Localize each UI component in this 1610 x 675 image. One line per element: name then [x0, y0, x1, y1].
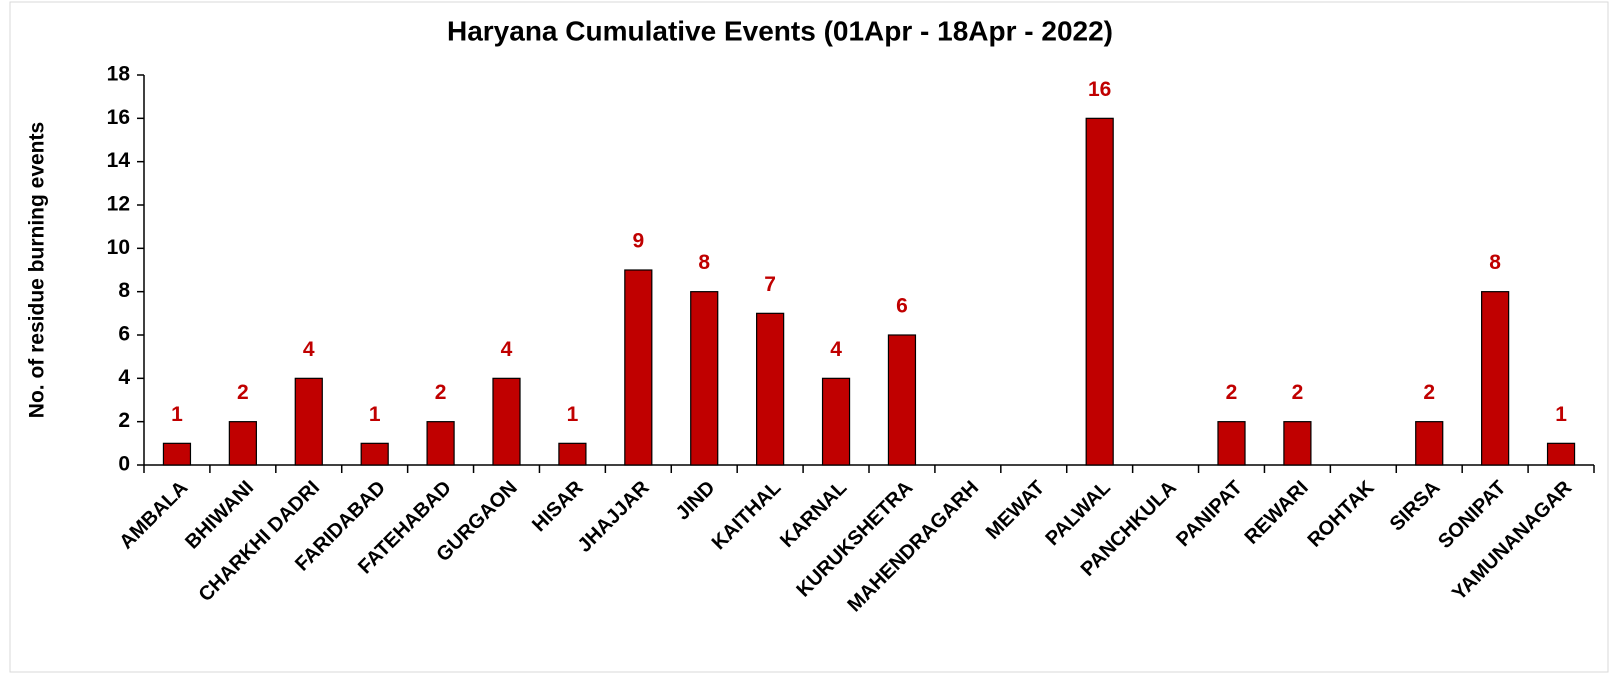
y-tick-label: 2 [118, 409, 130, 432]
chart-title: Haryana Cumulative Events (01Apr - 18Apr… [447, 15, 1113, 46]
data-label: 4 [830, 338, 842, 361]
data-label: 9 [632, 230, 644, 253]
data-label: 2 [1292, 381, 1304, 404]
data-label: 1 [369, 403, 381, 426]
bar [1085, 117, 1114, 466]
bar [887, 334, 917, 466]
data-label: 2 [1423, 381, 1435, 404]
y-tick-label: 18 [107, 63, 131, 86]
data-label: 2 [237, 381, 249, 404]
data-label: 8 [1489, 251, 1501, 274]
bar [821, 377, 851, 466]
data-label: 6 [896, 295, 908, 318]
chart-border [9, 1, 1609, 673]
bar [228, 421, 257, 466]
bar [1283, 421, 1312, 466]
data-label: 7 [764, 273, 776, 296]
bar [690, 291, 719, 466]
data-label: 1 [1555, 403, 1567, 426]
data-label: 8 [698, 251, 710, 274]
bar [1217, 421, 1246, 466]
bar [360, 442, 389, 466]
bar [1415, 421, 1444, 466]
data-label: 16 [1088, 78, 1111, 101]
bar [558, 442, 587, 466]
data-label: 1 [171, 403, 183, 426]
bar [162, 442, 192, 466]
data-label: 2 [1226, 381, 1238, 404]
y-tick-label: 6 [118, 323, 130, 346]
y-tick-label: 4 [118, 366, 130, 389]
y-axis-label: No. of residue burning events [26, 122, 49, 418]
y-tick-label: 0 [118, 453, 130, 476]
y-tick-label: 14 [107, 149, 131, 172]
data-label: 4 [501, 338, 513, 361]
data-label: 1 [567, 403, 579, 426]
bar [624, 269, 653, 466]
bar [756, 312, 785, 466]
y-tick-label: 16 [107, 106, 130, 129]
y-tick-label: 12 [107, 193, 130, 216]
bar [426, 421, 455, 466]
y-tick-label: 8 [118, 279, 130, 302]
bar [1481, 291, 1510, 466]
bar [294, 377, 323, 466]
y-tick-label: 10 [107, 236, 130, 259]
bar [492, 377, 521, 466]
data-label: 4 [303, 338, 315, 361]
bar [1546, 442, 1576, 466]
data-label: 2 [435, 381, 447, 404]
